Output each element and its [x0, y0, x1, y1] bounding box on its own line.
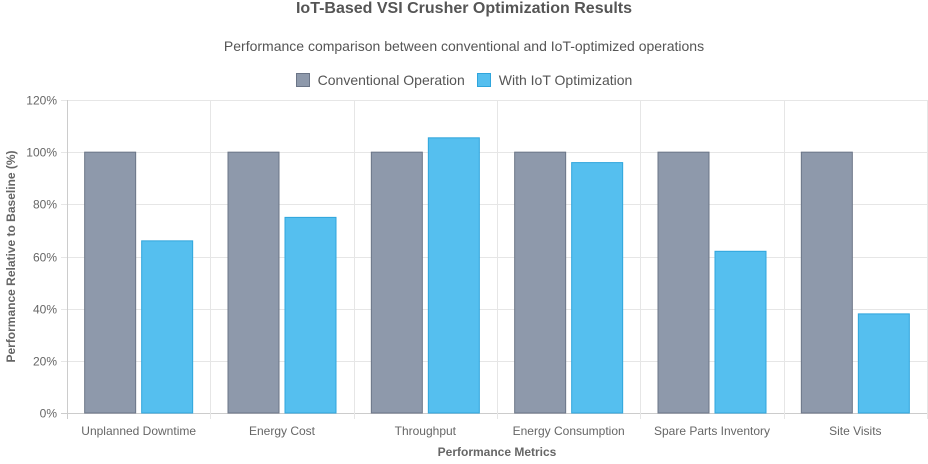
x-tick-label: Site Visits	[829, 424, 881, 438]
legend-item-iot[interactable]: With IoT Optimization	[476, 72, 633, 88]
legend-swatch-iot	[476, 73, 491, 87]
x-tick-label: Throughput	[395, 424, 457, 438]
legend: Conventional Operation With IoT Optimiza…	[0, 72, 928, 88]
x-tick-label: Spare Parts Inventory	[654, 424, 770, 438]
bar-conventional	[514, 151, 567, 414]
bar-conventional	[370, 151, 423, 414]
legend-label-conventional: Conventional Operation	[317, 72, 465, 88]
bar-conventional	[84, 151, 137, 414]
y-tick-label: 80%	[33, 198, 57, 212]
x-tick-label: Energy Cost	[249, 424, 316, 438]
y-tick-label: 0%	[40, 407, 58, 421]
y-axis-title: Performance Relative to Baseline (%)	[4, 150, 18, 362]
y-tick-label: 100%	[26, 146, 57, 160]
x-tick-label: Energy Consumption	[513, 424, 625, 438]
bar-iot	[284, 216, 337, 414]
bar-iot	[141, 240, 194, 414]
legend-item-conventional[interactable]: Conventional Operation	[295, 72, 465, 88]
y-tick-label: 60%	[33, 251, 57, 265]
x-tick-label: Unplanned Downtime	[81, 424, 196, 438]
y-tick-label: 20%	[33, 355, 57, 369]
y-tick-label: 40%	[33, 303, 57, 317]
chart-subtitle: Performance comparison between conventio…	[223, 38, 705, 54]
legend-swatch-conventional	[295, 73, 310, 87]
legend-label-iot: With IoT Optimization	[498, 72, 633, 88]
chart-title: IoT-Based VSI Crusher Optimization Resul…	[295, 0, 633, 17]
y-tick-label: 120%	[26, 94, 57, 108]
bar-conventional	[227, 151, 280, 414]
x-axis-title: Performance Metrics	[438, 445, 557, 459]
bar-iot	[571, 162, 624, 414]
bar-iot	[427, 137, 480, 414]
bar-iot	[857, 313, 910, 414]
bar-conventional	[657, 151, 710, 414]
bar-iot	[714, 250, 767, 414]
bar-conventional	[800, 151, 853, 414]
